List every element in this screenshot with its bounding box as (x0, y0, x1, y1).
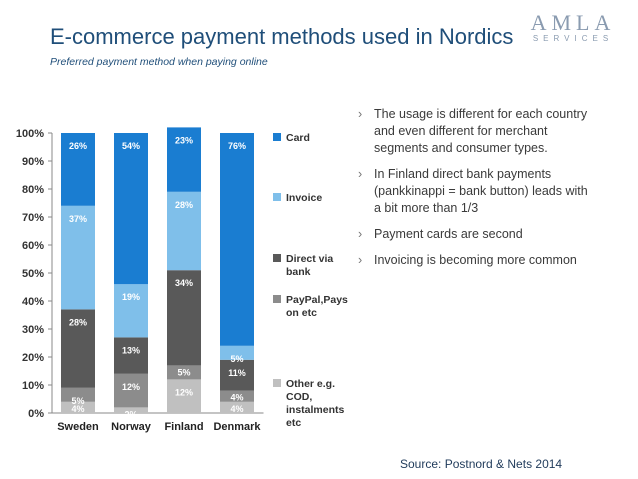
bar-segment (220, 390, 254, 402)
bar-segment (220, 401, 254, 413)
data-label: 5% (230, 354, 243, 364)
logo-main-text: AMLA (530, 10, 616, 35)
legend-swatch (273, 379, 281, 387)
legend-label-line: bank (286, 266, 311, 278)
legend-label: Invoice (286, 192, 322, 204)
bar-segment (167, 191, 201, 271)
legend-label-line: instalments (286, 404, 345, 416)
bar-segment (114, 337, 148, 374)
payment-methods-chart: 0% 10% 20% 30% 40% 50% 60% 70% 80% 90% 100% 4% 5% 28%… (0, 115, 350, 450)
legend-label: PayPal,Pays on etc (286, 294, 348, 319)
bar-segment (61, 309, 95, 388)
data-label: 2% (124, 409, 137, 419)
bar-segment (61, 401, 95, 413)
legend-swatch (273, 193, 281, 201)
y-tick-label: 30% (22, 324, 44, 336)
legend-label-line: Other e.g. (286, 378, 335, 390)
legend-label-line: Invoice (286, 192, 322, 204)
bar-segment (61, 133, 95, 206)
bullet-item: › In Finland direct bank payments (pankki… (358, 166, 598, 217)
bullet-list: › The usage is different for each country… (358, 106, 598, 278)
legend-label-line: COD, (286, 391, 312, 403)
x-tick-label: Sweden (57, 421, 99, 433)
bullet-text: The usage is different for each country … (374, 107, 588, 155)
bar-segment (167, 270, 201, 366)
chevron-right-icon: › (358, 253, 363, 267)
bar-segment (167, 365, 201, 380)
y-tick-label: 70% (22, 212, 44, 224)
data-label: 19% (122, 292, 140, 302)
data-label: 34% (175, 278, 193, 288)
data-label: 5% (71, 396, 84, 406)
data-label: 23% (175, 135, 193, 145)
bar-segment (220, 345, 254, 360)
x-tick-label: Norway (111, 421, 152, 433)
legend-label-line: Card (286, 132, 310, 144)
data-label: 28% (175, 200, 193, 210)
page-subtitle: Preferred payment method when paying onl… (50, 56, 268, 68)
data-label: 54% (122, 141, 140, 151)
y-tick-label: 10% (22, 380, 44, 392)
legend-label: Card (286, 132, 310, 144)
chevron-right-icon: › (358, 107, 363, 121)
legend-swatch (273, 295, 281, 303)
legend-swatch (273, 254, 281, 262)
bar-segment (114, 407, 148, 413)
bar-segment (167, 379, 201, 413)
data-label: 4% (71, 404, 84, 414)
legend-label-line: Direct via (286, 253, 333, 265)
bar-segment (114, 373, 148, 408)
bullet-item: › The usage is different for each country… (358, 106, 598, 157)
legend-swatch (273, 133, 281, 141)
bar-segment (114, 133, 148, 285)
amla-logo: AMLA SERVICES (518, 10, 628, 44)
y-tick-label: 50% (22, 268, 44, 280)
legend-label-line: etc (286, 417, 301, 429)
data-label: 37% (69, 214, 87, 224)
bullet-text: In Finland direct bank payments (pankkin… (374, 167, 588, 215)
bar-segment (220, 359, 254, 391)
y-tick-label: 90% (22, 156, 44, 168)
source-note: Source: Postnord & Nets 2014 (400, 457, 563, 471)
y-tick-label: 60% (22, 240, 44, 252)
y-tick-label: 80% (22, 184, 44, 196)
bullet-text: Invoicing is becoming more common (374, 253, 577, 267)
x-tick-label: Finland (164, 421, 203, 433)
page-title: E-commerce payment methods used in Nordi… (50, 24, 514, 49)
data-label: 13% (122, 345, 140, 355)
y-tick-label: 40% (22, 296, 44, 308)
data-label: 4% (230, 404, 243, 414)
data-label: 4% (230, 393, 243, 403)
data-label: 28% (69, 317, 87, 327)
bullet-item: › Invoicing is becoming more common (358, 252, 598, 269)
legend-label-line: PayPal,Pays (286, 294, 348, 306)
data-label: 12% (175, 387, 193, 397)
y-tick-label: 0% (28, 408, 44, 420)
bullet-text: Payment cards are second (374, 227, 523, 241)
x-tick-label: Denmark (213, 421, 261, 433)
bar-segment (61, 205, 95, 310)
chevron-right-icon: › (358, 167, 363, 181)
stacked-bar-chart-svg: 0%10%20%30%40%50%60%70%80%90%100%4%5%28%… (16, 127, 348, 433)
bullet-item: › Payment cards are second (358, 226, 598, 243)
chevron-right-icon: › (358, 227, 363, 241)
data-label: 12% (122, 382, 140, 392)
bar-segment (167, 127, 201, 192)
legend-label-line: on etc (286, 307, 317, 319)
y-tick-label: 100% (16, 128, 44, 140)
legend-label: Direct via bank (286, 253, 333, 278)
bar-segment (114, 284, 148, 338)
data-label: 26% (69, 141, 87, 151)
bar-segment (61, 387, 95, 402)
data-label: 5% (177, 367, 190, 377)
logo-sub-text: SERVICES (532, 34, 614, 43)
data-label: 76% (228, 141, 246, 151)
y-tick-label: 20% (22, 352, 44, 364)
data-label: 11% (228, 368, 246, 378)
legend-label: Other e.g. COD, instalments etc (286, 378, 345, 429)
bar-segment (220, 133, 254, 346)
